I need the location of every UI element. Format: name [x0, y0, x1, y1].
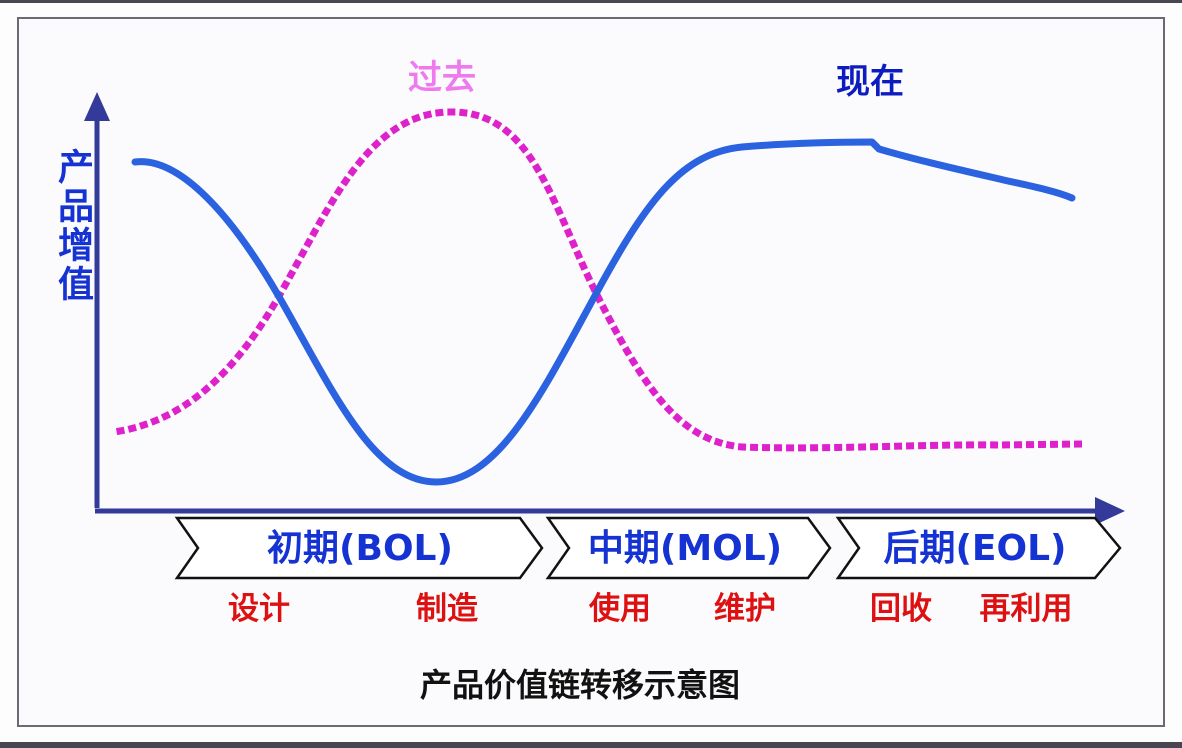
activity-label-reuse: 再利用: [979, 591, 1073, 627]
stage-label-eol: 后期(EOL): [883, 528, 1067, 569]
bottom-edge-strip: [0, 742, 1182, 748]
inner-frame-border: [17, 17, 1165, 727]
past-series-label: 过去: [408, 58, 476, 98]
activity-label-manufacture: 制造: [416, 591, 478, 627]
activity-label-maintain: 维护: [714, 591, 776, 627]
y-axis-label: 产品增值: [52, 148, 93, 304]
top-edge-strip: [0, 0, 1182, 3]
activity-label-design: 设计: [228, 591, 290, 627]
chevron-stage-mol: [545, 516, 832, 580]
activity-label-use: 使用: [589, 591, 651, 627]
y-axis-arrowhead: [84, 92, 110, 121]
y-axis: [84, 92, 110, 508]
stage-label-mol: 中期(MOL): [587, 528, 783, 569]
now-curve: [131, 138, 1076, 486]
stage-label-bol: 初期(BOL): [267, 528, 453, 569]
now-series-label: 现在: [836, 62, 904, 102]
x-axis-arrowhead: [1095, 497, 1125, 525]
diagram-title: 产品价值链转移示意图: [419, 666, 740, 704]
chevron-stage-bol: [174, 516, 544, 580]
activity-label-recycle: 回收: [870, 591, 932, 627]
x-axis: [95, 497, 1125, 525]
chevron-stage-eol: [835, 516, 1122, 580]
past-curve: [115, 108, 1084, 452]
